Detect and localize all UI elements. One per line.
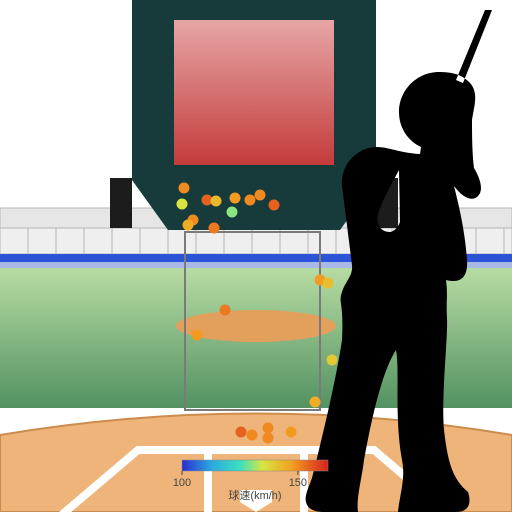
pitch-marker xyxy=(183,220,194,231)
colorbar-label: 球速(km/h) xyxy=(228,488,281,502)
colorbar-tick-label: 150 xyxy=(289,477,307,489)
colorbar-tick-label: 100 xyxy=(173,477,191,489)
pitch-location-chart: 100 150 球速(km/h) xyxy=(0,0,512,512)
pitch-marker xyxy=(230,193,241,204)
pitch-marker xyxy=(227,207,238,218)
pitch-marker xyxy=(211,196,222,207)
pitch-marker xyxy=(255,190,266,201)
pitch-marker xyxy=(247,430,258,441)
scoreboard-screen xyxy=(174,20,334,165)
pitch-marker xyxy=(209,223,220,234)
pitch-marker xyxy=(327,355,338,366)
pitch-marker xyxy=(310,397,321,408)
pitch-marker xyxy=(286,427,297,438)
pitch-marker xyxy=(179,183,190,194)
pitch-marker xyxy=(177,199,188,210)
pitch-marker xyxy=(263,423,274,434)
pitch-marker xyxy=(245,195,256,206)
pitch-marker xyxy=(220,305,231,316)
pitch-marker xyxy=(269,200,280,211)
colorbar xyxy=(182,460,328,471)
pitch-marker xyxy=(236,427,247,438)
pitch-marker xyxy=(192,330,203,341)
pitch-marker xyxy=(263,433,274,444)
pitch-marker xyxy=(323,278,334,289)
